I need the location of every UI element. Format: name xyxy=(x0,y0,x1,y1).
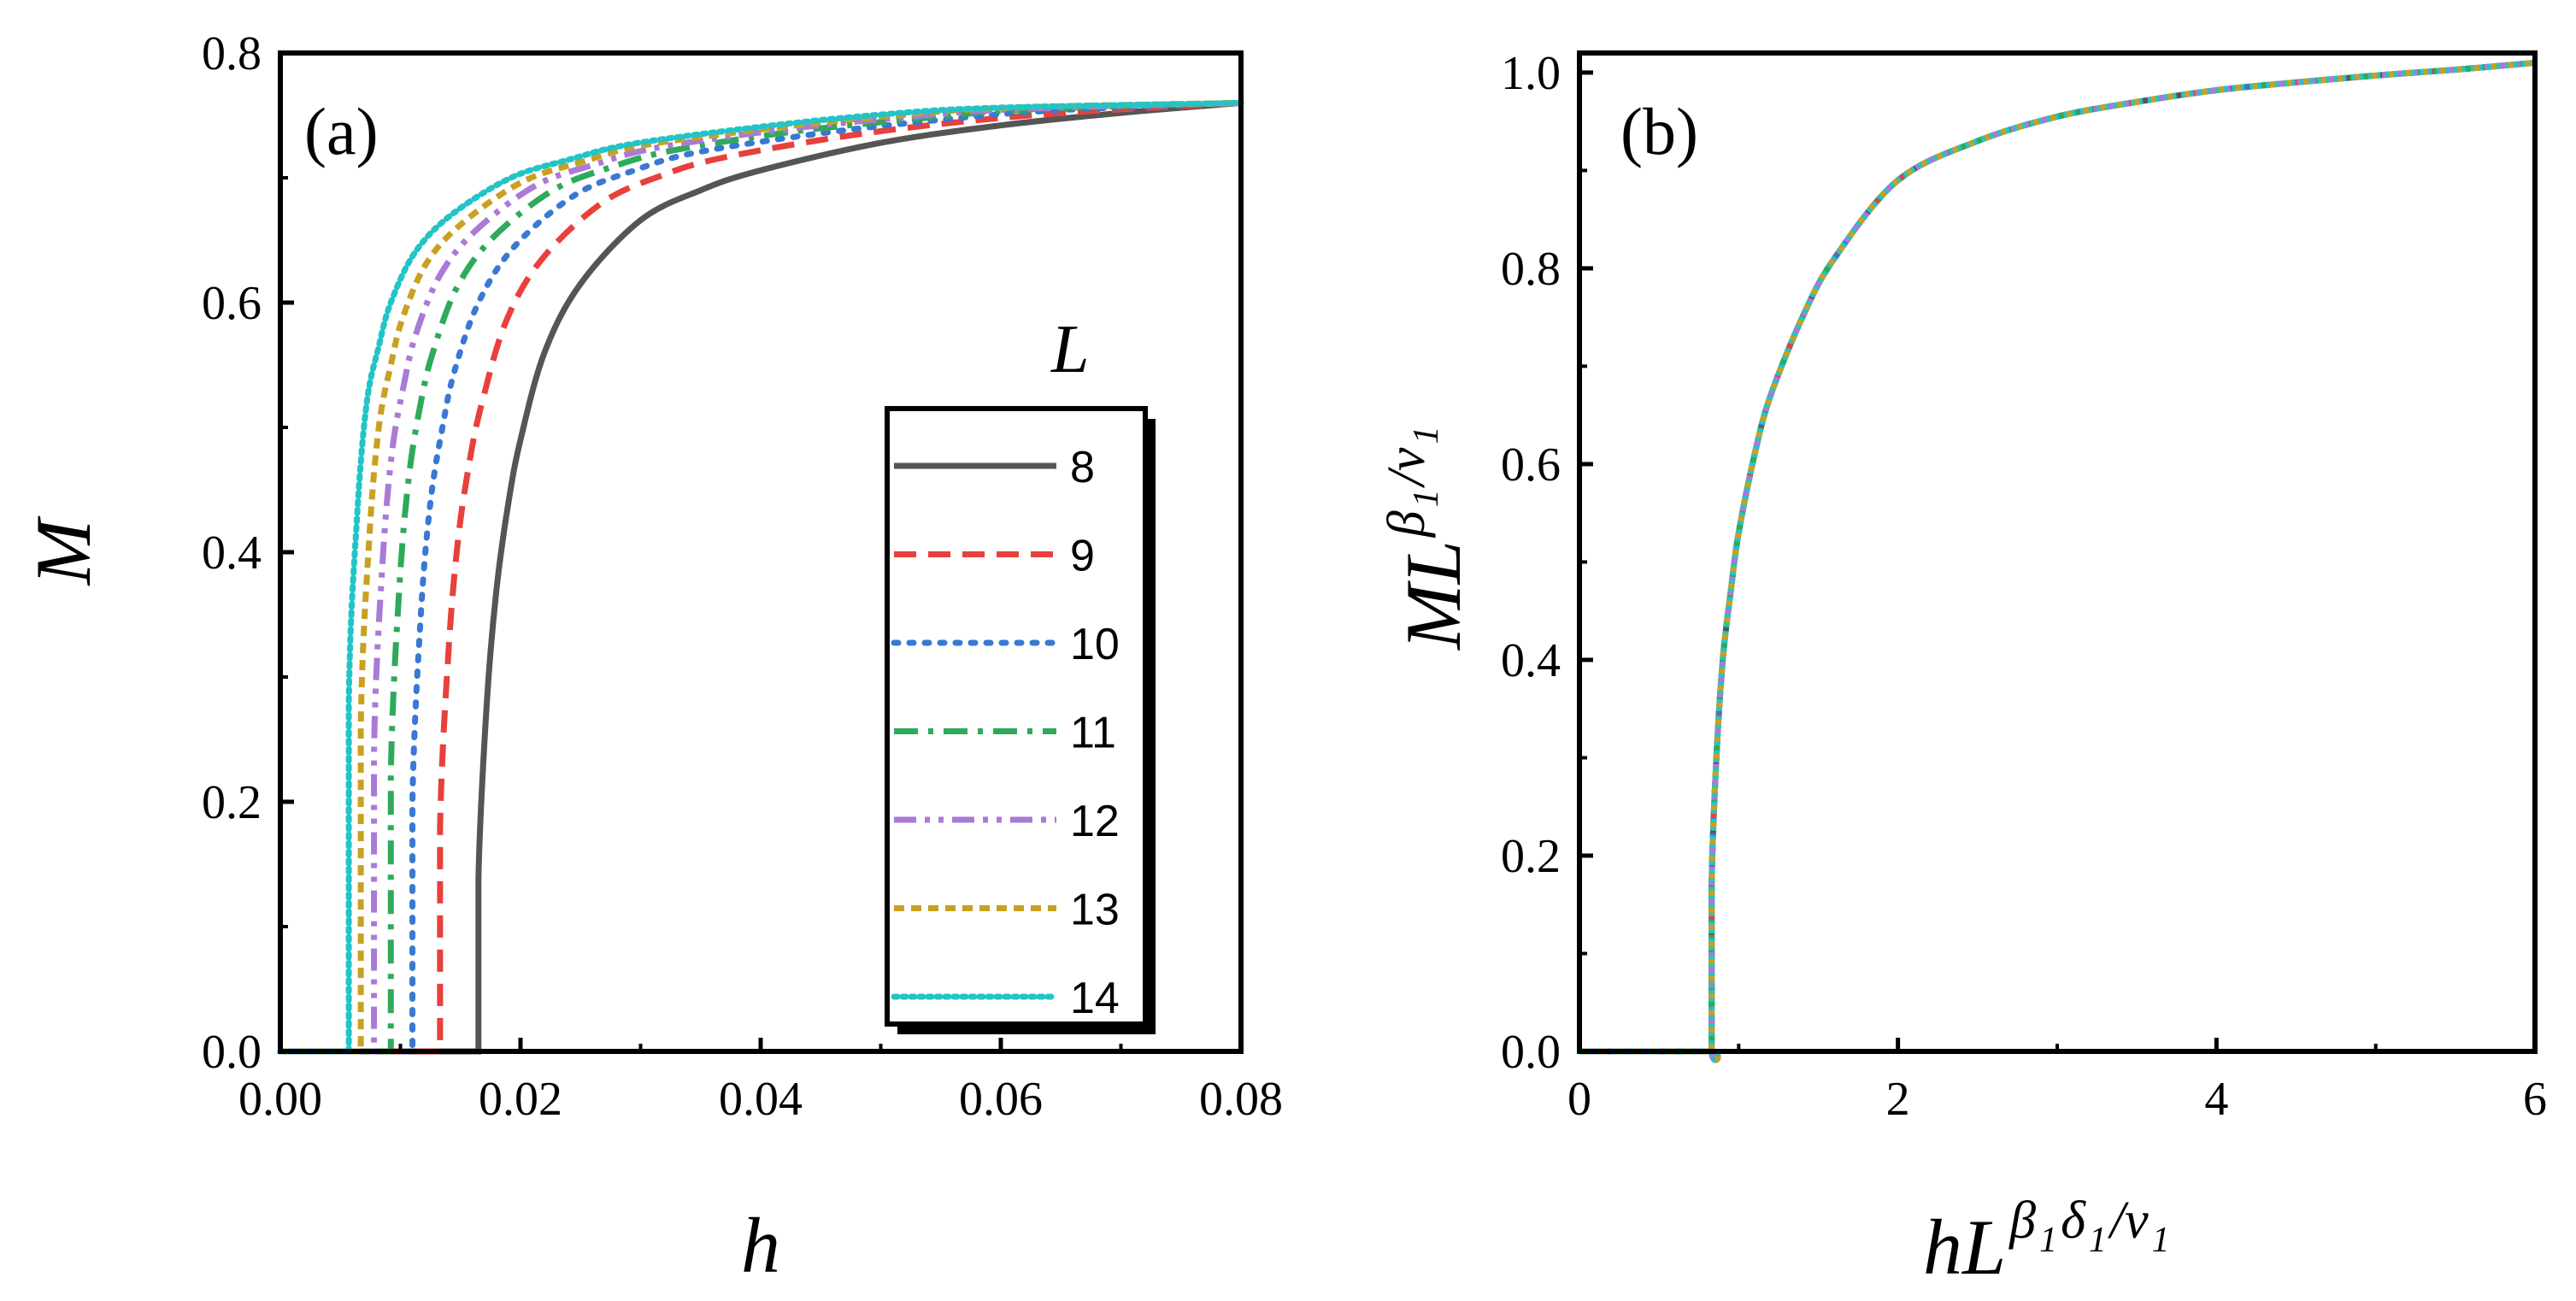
panel-b: (b) 0 2 4 6 0.0 0.2 0.4 0.6 0.8 1.0 hL β 1 δ 1 /… xyxy=(1378,47,2547,1291)
legend-label-L8: 8 xyxy=(1070,443,1095,492)
panel-a-x-tick-label: 0.06 xyxy=(959,1073,1043,1126)
panel-b-x-tick-label: 4 xyxy=(2204,1073,2228,1126)
panel-b-y-tick-label: 1.0 xyxy=(1501,47,1561,100)
legend-label-L11: 11 xyxy=(1070,709,1116,758)
panel-a-x-axis-label: h xyxy=(741,1202,780,1289)
panel-b-x-axis-label-sup: δ xyxy=(2061,1192,2086,1250)
legend-label-L9: 9 xyxy=(1070,532,1095,581)
panel-b-x-axis-label-sub: 1 xyxy=(2039,1221,2057,1260)
panel-a-y-tick-label: 0.8 xyxy=(202,27,262,80)
panel-b-y-tick-label: 0.2 xyxy=(1501,830,1561,883)
panel-a-y-tick-label: 0.0 xyxy=(202,1026,262,1079)
legend-label-L12: 12 xyxy=(1070,797,1120,846)
legend: L 8 9 10 11 12 13 14 xyxy=(885,312,1156,1034)
collapse-curve-0 xyxy=(1579,59,2536,1063)
panel-a-x-tick-label: 0.08 xyxy=(1199,1073,1283,1126)
collapse-curve-3 xyxy=(1579,59,2536,1063)
panel-b-y-ticks: 0.0 0.2 0.4 0.6 0.8 1.0 xyxy=(1501,47,1593,1079)
panel-a: (a) 0.00 0.02 0.04 0.06 0.08 0.0 0.2 0.4 0.6 0.8… xyxy=(20,27,1283,1289)
collapse-curve-6 xyxy=(1579,59,2536,1063)
panel-a-y-axis-label: M xyxy=(20,515,107,586)
series-line-L9 xyxy=(280,99,1242,1055)
panel-b-y-tick-label: 0.8 xyxy=(1501,243,1561,296)
panel-b-x-tick-label: 6 xyxy=(2523,1073,2547,1126)
panel-b-x-axis-label-sup: β xyxy=(2008,1192,2036,1250)
panel-b-y-tick-label: 0.4 xyxy=(1501,634,1561,687)
panel-b-x-tick-label: 2 xyxy=(1886,1073,1910,1126)
series-line-L12 xyxy=(280,99,1242,1055)
panel-b-y-axis-label: ML β 1 /ν 1 xyxy=(1378,427,1477,651)
legend-label-L14: 14 xyxy=(1070,974,1120,1023)
panel-b-y-axis-label-base: ML xyxy=(1390,540,1477,651)
panel-b-y-tick-label: 0.0 xyxy=(1501,1026,1561,1079)
series-line-L8 xyxy=(280,99,1242,1055)
panel-b-x-axis-label-sup: /ν xyxy=(2108,1192,2149,1250)
panel-a-y-tick-label: 0.6 xyxy=(202,277,262,330)
panel-b-plot-area xyxy=(1579,59,2536,1063)
panel-a-y-tick-label: 0.4 xyxy=(202,527,262,580)
panel-a-x-tick-label: 0.04 xyxy=(719,1073,803,1126)
legend-label-L13: 13 xyxy=(1070,886,1120,935)
collapse-curve-1 xyxy=(1579,59,2536,1063)
panel-b-x-axis-label-sub: 1 xyxy=(2089,1221,2107,1260)
panel-a-x-ticks: 0.00 0.02 0.04 0.06 0.08 xyxy=(238,1038,1283,1126)
collapse-curve-5 xyxy=(1579,59,2536,1063)
panel-b-frame xyxy=(1577,50,2538,1054)
panel-b-label: (b) xyxy=(1620,94,1698,168)
panel-a-x-tick-label: 0.00 xyxy=(238,1073,322,1126)
panel-a-y-tick-label: 0.2 xyxy=(202,776,262,829)
series-line-L11 xyxy=(280,99,1242,1055)
series-line-L10 xyxy=(277,99,1244,1055)
panel-b-x-ticks: 0 2 4 6 xyxy=(1567,1038,2547,1126)
panel-b-y-axis-label-sub: 1 xyxy=(1407,489,1446,507)
panel-b-x-axis-label-sub: 1 xyxy=(2152,1221,2170,1260)
legend-entries: 8 9 10 11 12 13 14 xyxy=(891,443,1120,1023)
collapse-curve-2 xyxy=(1579,59,2536,1063)
legend-title: L xyxy=(1050,312,1090,387)
panel-a-y-ticks: 0.0 0.2 0.4 0.6 0.8 xyxy=(202,27,294,1079)
legend-box xyxy=(885,406,1148,1027)
panel-a-label: (a) xyxy=(304,94,379,168)
legend-label-L10: 10 xyxy=(1070,620,1120,669)
panel-b-x-axis-label: hL β 1 δ 1 /ν 1 xyxy=(1923,1192,2170,1291)
panel-b-x-axis-label-base: hL xyxy=(1923,1204,2006,1291)
panel-b-y-tick-label: 0.6 xyxy=(1501,439,1561,492)
collapse-curve-4 xyxy=(1579,59,2536,1063)
panel-b-x-tick-label: 0 xyxy=(1567,1073,1591,1126)
panel-b-y-axis-label-sup: β xyxy=(1378,510,1436,538)
panel-a-x-tick-label: 0.02 xyxy=(479,1073,562,1126)
panel-a-plot-area xyxy=(277,99,1244,1055)
panel-b-y-axis-label-sup: /ν xyxy=(1378,447,1436,488)
series-line-L14 xyxy=(277,99,1244,1055)
panel-b-y-axis-label-sub: 1 xyxy=(1407,427,1446,444)
